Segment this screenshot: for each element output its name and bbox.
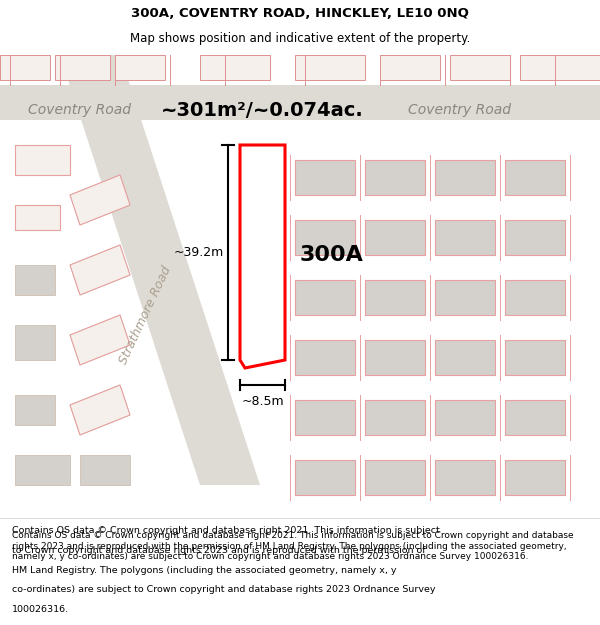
Polygon shape [295,400,355,435]
Polygon shape [295,280,355,315]
Text: Strathmore Road: Strathmore Road [116,264,173,366]
Polygon shape [505,220,565,255]
Polygon shape [520,55,600,80]
Polygon shape [505,340,565,375]
Polygon shape [435,340,495,375]
Text: Map shows position and indicative extent of the property.: Map shows position and indicative extent… [130,32,470,45]
Polygon shape [70,175,130,225]
Polygon shape [70,175,130,225]
Text: Contains OS data © Crown copyright and database right 2021. This information is : Contains OS data © Crown copyright and d… [12,531,574,561]
Text: 100026316.: 100026316. [12,605,69,614]
Polygon shape [295,160,355,195]
Polygon shape [365,460,425,495]
Polygon shape [15,205,60,230]
Polygon shape [450,55,510,80]
Polygon shape [295,55,365,80]
Polygon shape [70,385,130,435]
Polygon shape [60,55,260,485]
Polygon shape [15,395,55,425]
Polygon shape [15,455,70,485]
Polygon shape [15,325,55,360]
Polygon shape [70,385,130,435]
Polygon shape [70,315,130,365]
Polygon shape [365,280,425,315]
Polygon shape [380,55,440,80]
Text: Coventry Road: Coventry Road [29,103,131,117]
Polygon shape [435,160,495,195]
Polygon shape [15,205,60,230]
Polygon shape [365,220,425,255]
Text: Contains OS data © Crown copyright and database right 2021. This information is : Contains OS data © Crown copyright and d… [12,526,440,535]
Text: to Crown copyright and database rights 2023 and is reproduced with the permissio: to Crown copyright and database rights 2… [12,546,425,555]
Polygon shape [505,400,565,435]
Text: ~8.5m: ~8.5m [241,395,284,408]
Polygon shape [15,145,70,175]
Polygon shape [435,220,495,255]
Text: 300A: 300A [300,245,364,265]
Text: ~301m²/~0.074ac.: ~301m²/~0.074ac. [161,101,364,119]
Polygon shape [80,455,130,485]
Polygon shape [295,340,355,375]
Polygon shape [365,340,425,375]
Polygon shape [295,220,355,255]
Polygon shape [115,55,165,80]
Polygon shape [240,145,285,368]
Polygon shape [70,245,130,295]
Polygon shape [505,160,565,195]
Polygon shape [15,145,70,175]
Text: HM Land Registry. The polygons (including the associated geometry, namely x, y: HM Land Registry. The polygons (includin… [12,566,397,574]
Polygon shape [70,245,130,295]
Polygon shape [200,55,270,80]
Text: 300A, COVENTRY ROAD, HINCKLEY, LE10 0NQ: 300A, COVENTRY ROAD, HINCKLEY, LE10 0NQ [131,8,469,20]
Polygon shape [0,55,50,80]
Polygon shape [435,460,495,495]
Polygon shape [70,315,130,365]
Polygon shape [435,280,495,315]
Polygon shape [365,160,425,195]
Text: ~39.2m: ~39.2m [174,246,224,259]
Polygon shape [55,55,110,80]
Text: co-ordinates) are subject to Crown copyright and database rights 2023 Ordnance S: co-ordinates) are subject to Crown copyr… [12,586,436,594]
Text: Coventry Road: Coventry Road [409,103,511,117]
Polygon shape [505,280,565,315]
Polygon shape [0,85,600,120]
Polygon shape [15,265,55,295]
Polygon shape [365,400,425,435]
Polygon shape [505,460,565,495]
Polygon shape [295,460,355,495]
Polygon shape [435,400,495,435]
